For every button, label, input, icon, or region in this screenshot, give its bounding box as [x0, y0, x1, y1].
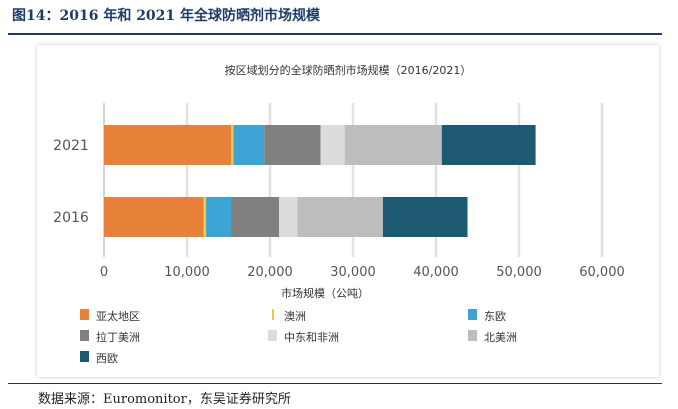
chart-panel: 按区域划分的全球防晒剂市场规模（2016/2021） 2021 2016 0 10,…	[37, 45, 659, 377]
bar-segment	[230, 197, 280, 237]
legend-label: 拉丁美洲	[96, 330, 140, 344]
x-tick-label: 30,000	[330, 265, 376, 280]
bar-segment	[233, 125, 265, 165]
legend-swatch	[268, 330, 277, 341]
legend-swatch	[80, 309, 89, 320]
chart-title: 按区域划分的全球防晒剂市场规模（2016/2021）	[225, 63, 472, 77]
source-note: 数据来源：Euromonitor，东吴证券研究所	[38, 392, 291, 407]
legend-label: 东欧	[484, 310, 506, 323]
bar-segment	[279, 197, 298, 237]
bar-segment	[382, 197, 468, 237]
x-tick-label: 40,000	[413, 265, 459, 280]
source-rule	[8, 383, 662, 384]
category-label: 2021	[53, 138, 89, 154]
title-rule	[8, 33, 662, 35]
chart-svg: 按区域划分的全球防晒剂市场规模（2016/2021） 2021 2016 0 10,…	[53, 63, 625, 365]
bar-segment	[230, 125, 234, 165]
x-tick-label: 0	[100, 265, 108, 280]
x-tick-label: 20,000	[247, 265, 293, 280]
x-axis-ticks: 0 10,000 20,000 30,000 40,000 50,000 60,000	[100, 265, 625, 280]
bar-segment	[297, 197, 383, 237]
bar-segment	[264, 125, 321, 165]
category-label: 2016	[53, 210, 89, 226]
legend-swatch	[80, 330, 89, 341]
x-tick-label: 10,000	[164, 265, 210, 280]
bar-segment	[104, 125, 231, 165]
bar-segment	[441, 125, 536, 165]
figure-title: 图14：2016 年和 2021 年全球防晒剂市场规模	[12, 8, 321, 24]
legend-label: 亚太地区	[96, 310, 140, 323]
legend-label: 澳洲	[284, 310, 306, 323]
legend-swatch	[468, 330, 477, 341]
y-axis-labels: 2021 2016	[53, 138, 89, 226]
legend-swatch	[272, 309, 274, 320]
bar-segment	[344, 125, 442, 165]
legend-label: 西欧	[96, 352, 118, 365]
bar-segment	[206, 197, 231, 237]
x-tick-label: 60,000	[579, 265, 625, 280]
x-axis-label: 市场规模（公吨）	[281, 286, 369, 300]
legend-label: 北美洲	[484, 331, 517, 344]
legend-swatch	[80, 351, 89, 362]
legend-swatch	[468, 309, 477, 320]
bar-segment	[104, 197, 204, 237]
bar-segment	[320, 125, 345, 165]
x-tick-label: 50,000	[496, 265, 542, 280]
bar-segment	[203, 197, 207, 237]
bars	[104, 125, 536, 237]
legend-label: 中东和非洲	[284, 331, 339, 344]
